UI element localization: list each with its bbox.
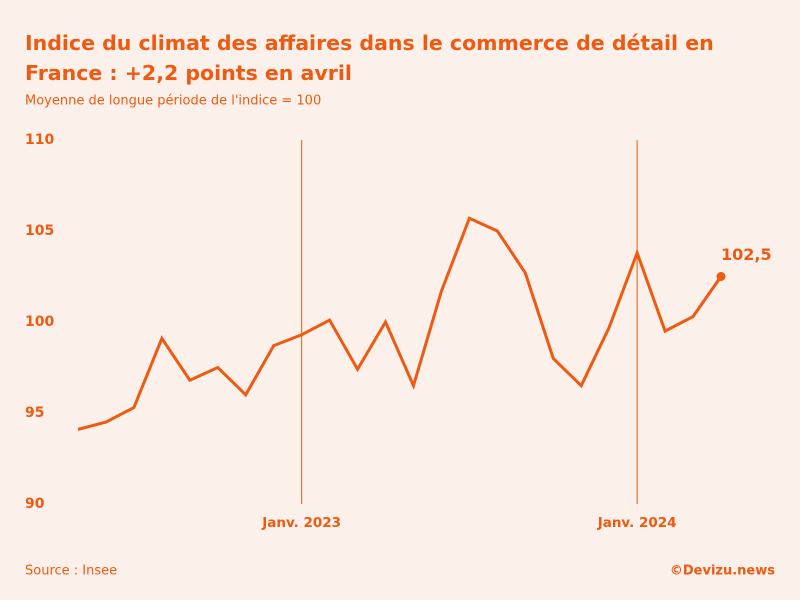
y-tick-label: 90 — [25, 496, 45, 512]
end-point — [716, 272, 726, 281]
chart-title: France : +2,2 points en avril — [25, 61, 352, 85]
data-label: 102,5 — [721, 245, 772, 264]
line — [77, 216, 723, 431]
x-tick-label: Janv. 2024 — [597, 515, 677, 531]
y-tick-label: 100 — [25, 314, 54, 330]
x-tick-label: Janv. 2023 — [261, 515, 341, 531]
credit: ©Devizu.news — [670, 564, 775, 579]
source: Source : Insee — [25, 564, 117, 579]
chart-subtitle: Moyenne de longue période de l'indice = … — [25, 94, 321, 109]
chart-title: Indice du climat des affaires dans le co… — [25, 31, 714, 55]
y-tick-label: 95 — [25, 405, 44, 421]
y-tick-label: 110 — [25, 132, 54, 148]
y-tick-label: 105 — [25, 223, 54, 239]
